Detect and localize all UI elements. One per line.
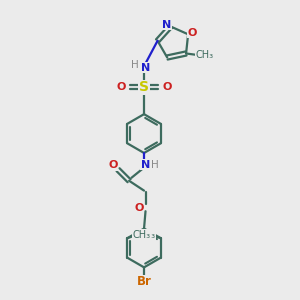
- Text: N: N: [141, 160, 150, 170]
- Text: O: O: [134, 202, 144, 213]
- Text: Br: Br: [136, 275, 152, 288]
- Text: O: O: [187, 28, 197, 38]
- Text: O: O: [108, 160, 118, 170]
- Text: CH₃: CH₃: [196, 50, 214, 60]
- Text: O: O: [116, 82, 125, 92]
- Text: N: N: [141, 63, 150, 73]
- Text: CH₃: CH₃: [137, 230, 155, 240]
- Text: S: S: [139, 80, 149, 94]
- Text: H: H: [130, 60, 138, 70]
- Text: O: O: [163, 82, 172, 92]
- Text: N: N: [162, 20, 171, 30]
- Text: H: H: [152, 160, 159, 170]
- Text: CH₃: CH₃: [133, 230, 151, 240]
